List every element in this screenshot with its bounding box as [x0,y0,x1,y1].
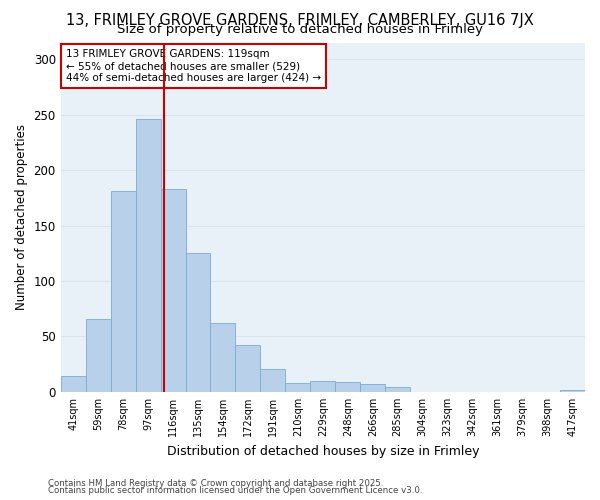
Bar [86,318,110,392]
Bar [185,254,211,392]
Bar [136,119,161,392]
Bar [211,323,235,392]
X-axis label: Distribution of detached houses by size in Frimley: Distribution of detached houses by size … [167,444,479,458]
Bar [161,189,185,392]
Y-axis label: Number of detached properties: Number of detached properties [15,124,28,310]
Bar [260,368,286,392]
Bar [335,382,360,392]
Bar [61,376,86,392]
Bar [235,346,260,392]
Bar [560,390,585,392]
Bar [385,388,410,392]
Bar [310,381,335,392]
Text: Contains HM Land Registry data © Crown copyright and database right 2025.: Contains HM Land Registry data © Crown c… [48,478,383,488]
Bar [360,384,385,392]
Bar [110,191,136,392]
Text: Contains public sector information licensed under the Open Government Licence v3: Contains public sector information licen… [48,486,422,495]
Text: Size of property relative to detached houses in Frimley: Size of property relative to detached ho… [117,22,483,36]
Text: 13 FRIMLEY GROVE GARDENS: 119sqm
← 55% of detached houses are smaller (529)
44% : 13 FRIMLEY GROVE GARDENS: 119sqm ← 55% o… [66,50,321,82]
Bar [286,383,310,392]
Text: 13, FRIMLEY GROVE GARDENS, FRIMLEY, CAMBERLEY, GU16 7JX: 13, FRIMLEY GROVE GARDENS, FRIMLEY, CAMB… [66,12,534,28]
